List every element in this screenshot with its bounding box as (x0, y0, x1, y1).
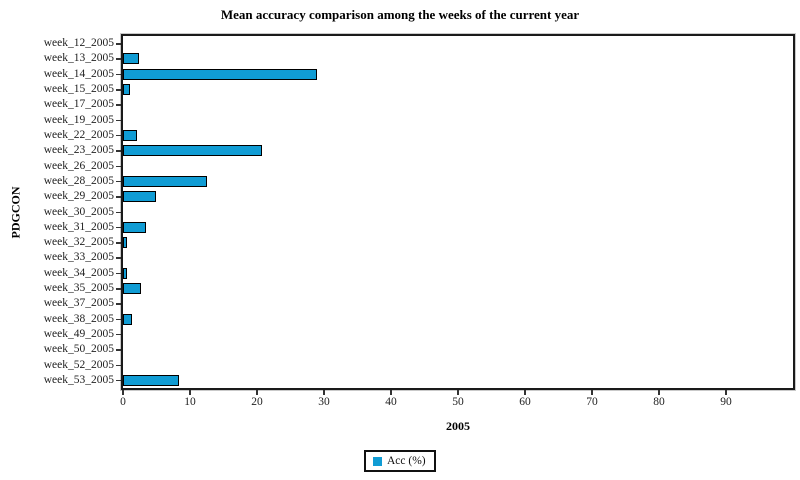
category-label: week_17_2005 (43, 98, 114, 111)
y-axis-tick (116, 272, 121, 275)
category-label: week_52_2005 (43, 358, 114, 371)
y-axis-tick (116, 58, 121, 60)
x-axis-tick (256, 390, 258, 395)
category-label: week_14_2005 (43, 67, 114, 80)
x-axis-tick (658, 390, 660, 395)
bar (123, 53, 140, 65)
plot-area (120, 33, 796, 391)
y-axis-tick (116, 180, 121, 183)
y-axis-tick (116, 119, 121, 122)
x-tick-label: 60 (519, 396, 531, 408)
x-tick-label: 20 (251, 396, 263, 408)
x-axis-label: 2005 (446, 419, 470, 433)
bar (123, 129, 138, 141)
y-axis-tick (116, 196, 121, 198)
category-label: week_19_2005 (43, 113, 114, 126)
category-label: week_12_2005 (43, 37, 114, 50)
y-axis-tick (116, 349, 121, 351)
y-axis-tick (116, 379, 121, 382)
bar (123, 145, 263, 157)
y-axis-tick (116, 73, 121, 76)
category-label: week_49_2005 (43, 327, 114, 340)
bar (123, 267, 128, 279)
x-tick-label: 70 (586, 396, 598, 408)
x-tick-label: 10 (184, 396, 196, 408)
chart-title: Mean accuracy comparison among the weeks… (220, 7, 580, 22)
y-axis-tick (116, 242, 121, 244)
bar (123, 68, 317, 80)
x-tick-label: 0 (120, 396, 126, 408)
legend-swatch-icon (373, 456, 382, 466)
bar (123, 283, 142, 295)
category-label: week_26_2005 (43, 159, 114, 172)
bar (123, 221, 146, 233)
bar (123, 313, 132, 325)
x-axis-tick (323, 390, 325, 395)
category-label: week_30_2005 (43, 205, 114, 218)
y-axis-tick (116, 318, 121, 321)
y-axis-tick (116, 43, 121, 45)
category-label: week_37_2005 (43, 297, 114, 310)
y-axis-tick (116, 134, 121, 137)
x-axis-tick (524, 390, 526, 395)
x-tick-label: 90 (720, 396, 732, 408)
y-axis-tick (116, 303, 121, 305)
x-tick-label: 40 (385, 396, 397, 408)
y-axis-tick (116, 211, 121, 213)
category-label: week_31_2005 (43, 220, 114, 233)
category-label: week_38_2005 (43, 312, 114, 325)
y-axis-tick (116, 226, 121, 229)
category-label: week_33_2005 (43, 251, 114, 264)
category-label: week_34_2005 (43, 266, 114, 279)
x-axis-tick (122, 390, 124, 395)
x-axis-tick (725, 390, 727, 395)
x-axis-tick (591, 390, 593, 395)
y-axis-tick (116, 89, 121, 91)
x-tick-label: 50 (452, 396, 464, 408)
category-label: week_53_2005 (43, 373, 114, 386)
category-label: week_50_2005 (43, 343, 114, 356)
y-axis-tick (116, 333, 121, 336)
bar (123, 175, 208, 187)
category-label: week_15_2005 (43, 83, 114, 96)
y-axis-tick (116, 150, 121, 152)
x-tick-label: 80 (653, 396, 665, 408)
category-label: week_28_2005 (43, 174, 114, 187)
category-label: week_22_2005 (43, 128, 114, 141)
bar (123, 237, 128, 249)
x-tick-label: 30 (318, 396, 330, 408)
x-axis-tick (189, 390, 191, 395)
category-label: week_35_2005 (43, 282, 114, 295)
category-label: week_29_2005 (43, 190, 114, 203)
y-axis-tick (116, 165, 121, 168)
legend: Acc (%) (364, 450, 436, 472)
bar (123, 374, 180, 386)
x-axis-tick (457, 390, 459, 395)
bar (123, 84, 130, 96)
y-axis-tick (116, 257, 121, 259)
y-axis-tick (116, 288, 121, 290)
category-label: week_13_2005 (43, 52, 114, 65)
x-axis-tick (390, 390, 392, 395)
y-axis-tick (116, 364, 121, 367)
y-axis-tick (116, 104, 121, 106)
category-label: week_32_2005 (43, 236, 114, 249)
legend-label: Acc (%) (387, 455, 426, 467)
bar (123, 191, 156, 203)
category-label: week_23_2005 (43, 144, 114, 157)
